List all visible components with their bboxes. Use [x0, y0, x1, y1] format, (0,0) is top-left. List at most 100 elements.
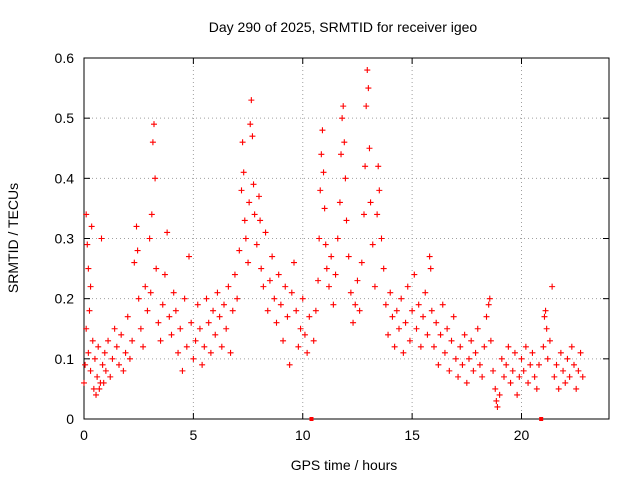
data-point — [422, 289, 429, 296]
data-point — [577, 349, 584, 356]
data-point — [102, 367, 109, 374]
data-point — [183, 343, 190, 350]
data-point — [319, 127, 326, 134]
data-point — [402, 319, 409, 326]
data-point — [133, 223, 140, 230]
data-point — [124, 313, 131, 320]
data-point — [336, 199, 343, 206]
data-point — [490, 367, 497, 374]
data-point — [568, 343, 575, 350]
data-point — [149, 139, 156, 146]
data-point — [420, 313, 427, 320]
data-point — [437, 331, 444, 338]
data-point — [549, 283, 556, 290]
data-point — [216, 313, 223, 320]
data-point — [118, 331, 125, 338]
data-point — [338, 151, 345, 158]
x-tick-label: 15 — [404, 427, 420, 443]
data-point — [159, 301, 166, 308]
data-point — [175, 349, 182, 356]
data-point — [579, 373, 586, 380]
data-point — [321, 205, 328, 212]
data-point — [181, 295, 188, 302]
data-point — [511, 349, 518, 356]
data-point — [378, 235, 385, 242]
data-point — [310, 337, 317, 344]
data-point — [282, 283, 289, 290]
data-point — [433, 319, 440, 326]
data-point — [409, 307, 416, 314]
data-point — [297, 325, 304, 332]
data-point — [562, 379, 569, 386]
data-point — [361, 211, 367, 218]
data-point — [299, 295, 306, 302]
data-point — [487, 337, 494, 344]
data-point — [374, 211, 381, 218]
data-point — [428, 307, 435, 314]
data-point — [459, 361, 466, 368]
data-point — [352, 301, 359, 308]
data-point — [543, 325, 550, 332]
x-tick-label: 0 — [80, 427, 88, 443]
data-point — [245, 259, 252, 266]
data-point — [341, 139, 348, 146]
data-point — [291, 259, 297, 266]
data-point — [363, 103, 370, 110]
data-point — [253, 241, 260, 248]
data-point — [575, 367, 582, 374]
data-point — [87, 367, 94, 374]
data-point — [107, 373, 114, 380]
data-point — [472, 349, 479, 356]
data-point — [494, 403, 501, 410]
data-point — [498, 355, 505, 362]
data-point — [277, 301, 284, 308]
data-point — [439, 301, 446, 308]
x-tick-label: 5 — [189, 427, 197, 443]
data-point — [450, 313, 457, 320]
data-point — [151, 121, 157, 128]
data-point — [520, 367, 527, 374]
data-point — [246, 199, 253, 206]
data-point — [90, 385, 97, 392]
data-point — [100, 379, 107, 386]
data-point — [320, 169, 327, 176]
data-point — [345, 253, 352, 260]
data-point — [109, 355, 116, 362]
data-point — [446, 367, 453, 374]
y-axis-label: SRMTID / TECUs — [5, 183, 21, 293]
gap-markers — [309, 417, 544, 421]
data-point — [393, 307, 400, 314]
data-point — [83, 211, 90, 218]
data-point — [155, 319, 162, 326]
data-point — [82, 361, 89, 368]
gap-marker — [539, 417, 544, 421]
data-point — [262, 229, 269, 236]
data-point — [172, 307, 179, 314]
data-point — [448, 337, 455, 344]
data-point — [427, 265, 434, 272]
data-point — [479, 373, 486, 380]
data-point — [391, 343, 398, 350]
data-point — [190, 355, 197, 362]
data-point — [306, 313, 313, 320]
data-point — [203, 295, 210, 302]
data-point — [493, 397, 500, 404]
data-point — [249, 133, 256, 140]
data-point — [457, 343, 464, 350]
data-point — [531, 373, 538, 380]
data-point — [551, 373, 558, 380]
data-point — [96, 385, 103, 392]
data-point — [424, 331, 431, 338]
data-point — [470, 367, 477, 374]
data-point — [207, 349, 214, 356]
data-point — [332, 271, 339, 278]
y-tick-label: 0.2 — [55, 291, 75, 307]
data-point — [120, 367, 127, 374]
data-point — [264, 307, 271, 314]
data-point — [258, 265, 265, 272]
data-point — [466, 355, 472, 362]
data-point — [365, 85, 372, 92]
data-point — [250, 181, 257, 188]
data-point — [514, 391, 521, 398]
